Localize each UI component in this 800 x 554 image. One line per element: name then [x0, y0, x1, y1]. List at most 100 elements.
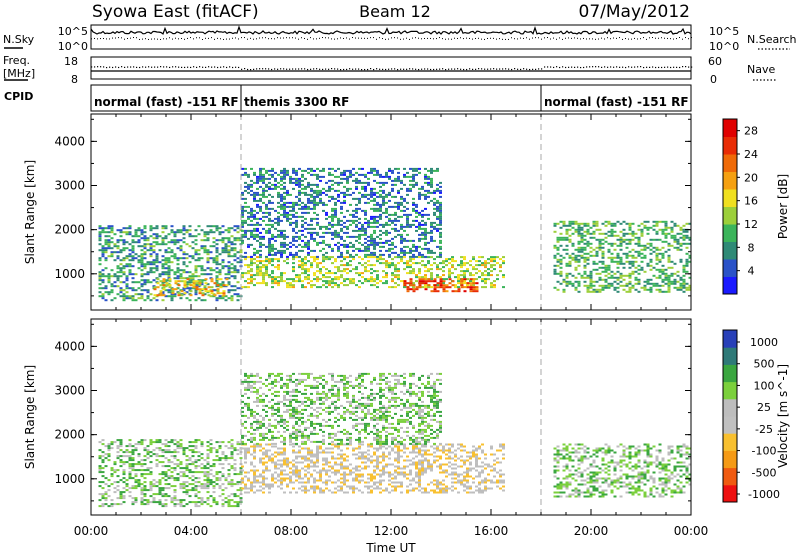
echo-cell — [397, 205, 400, 208]
echo-cell — [433, 227, 436, 230]
echo-cell — [262, 181, 265, 184]
nave-dot — [571, 66, 573, 68]
echo-cell — [382, 175, 385, 178]
echo-cell — [170, 239, 174, 242]
echo-cell — [628, 262, 632, 265]
echo-cell — [403, 286, 406, 289]
echo-cell — [161, 493, 165, 496]
echo-cell — [209, 273, 213, 276]
nsearch-dot — [373, 37, 374, 39]
echo-cell — [424, 280, 428, 283]
echo-cell — [331, 280, 334, 283]
echo-cell — [125, 297, 129, 300]
echo-cell — [125, 295, 129, 298]
echo-cell — [98, 225, 102, 228]
echo-cell — [307, 453, 310, 456]
echo-cell — [553, 270, 557, 273]
echo-cell — [134, 473, 138, 476]
echo-cell — [179, 275, 183, 278]
echo-cell — [370, 199, 373, 202]
echo-cell — [394, 270, 397, 273]
echo-cell — [230, 275, 234, 278]
echo-cell — [247, 270, 250, 273]
echo-cell — [313, 260, 316, 263]
echo-cell — [197, 477, 201, 480]
echo-cell — [253, 233, 256, 236]
echo-cell — [442, 260, 445, 263]
echo-cell — [233, 275, 237, 278]
echo-cell — [286, 213, 289, 216]
echo-cell — [131, 459, 135, 462]
echo-cell — [403, 245, 406, 248]
echo-cell — [247, 256, 250, 259]
echo-cell — [247, 183, 250, 186]
echo-cell — [316, 223, 319, 226]
echo-cell — [334, 229, 337, 232]
echo-cell — [227, 237, 231, 240]
echo-cell — [628, 276, 632, 279]
nsearch-dot — [109, 38, 110, 40]
echo-cell — [185, 485, 189, 488]
echo-cell — [128, 265, 132, 268]
nave-dot — [433, 68, 435, 71]
echo-cell — [203, 245, 207, 248]
echo-cell — [182, 241, 186, 244]
nsearch-dot — [580, 38, 581, 40]
echo-cell — [259, 167, 262, 170]
echo-cell — [370, 193, 373, 196]
echo-cell — [195, 288, 199, 291]
echo-cell — [209, 267, 213, 270]
echo-cell — [565, 284, 569, 287]
echo-cell — [140, 489, 144, 492]
echo-cell — [301, 481, 304, 484]
echo-cell — [358, 262, 361, 265]
echo-cell — [221, 297, 225, 300]
echo-cell — [574, 276, 578, 279]
echo-cell — [625, 252, 629, 255]
echo-cell — [256, 223, 259, 226]
echo-cell — [355, 207, 358, 210]
nsearch-dot — [310, 37, 311, 39]
echo-cell — [209, 257, 213, 260]
echo-cell — [170, 501, 174, 504]
echo-cell — [352, 219, 355, 222]
echo-cell — [382, 191, 385, 194]
echo-cell — [128, 445, 132, 448]
echo-cell — [574, 222, 578, 225]
echo-cell — [155, 481, 159, 484]
echo-cell — [253, 477, 256, 480]
echo-cell — [376, 243, 379, 246]
echo-cell — [610, 252, 614, 255]
echo-cell — [664, 278, 668, 281]
echo-cell — [598, 246, 602, 249]
echo-cell — [143, 231, 147, 234]
echo-cell — [292, 171, 295, 174]
echo-cell — [553, 244, 557, 247]
echo-cell — [191, 449, 195, 452]
echo-cell — [319, 169, 322, 172]
echo-cell — [304, 235, 307, 238]
echo-cell — [176, 275, 180, 278]
echo-cell — [391, 258, 394, 261]
echo-cell — [101, 279, 105, 282]
echo-cell — [436, 276, 439, 279]
echo-cell — [197, 249, 201, 252]
echo-cell — [373, 245, 376, 248]
echo-cell — [436, 183, 439, 186]
nsearch-dot — [394, 37, 395, 39]
echo-cell — [292, 229, 295, 232]
echo-cell — [244, 229, 247, 232]
echo-cell — [194, 265, 198, 268]
echo-cell — [325, 181, 328, 184]
echo-cell — [146, 279, 150, 282]
echo-cell — [185, 281, 189, 284]
echo-cell — [176, 287, 180, 290]
echo-cell — [373, 203, 376, 206]
echo-cell — [373, 231, 376, 234]
echo-cell — [271, 183, 274, 186]
echo-cell — [179, 461, 183, 464]
echo-cell — [286, 243, 289, 246]
echo-cell — [619, 244, 623, 247]
echo-cell — [427, 260, 430, 263]
